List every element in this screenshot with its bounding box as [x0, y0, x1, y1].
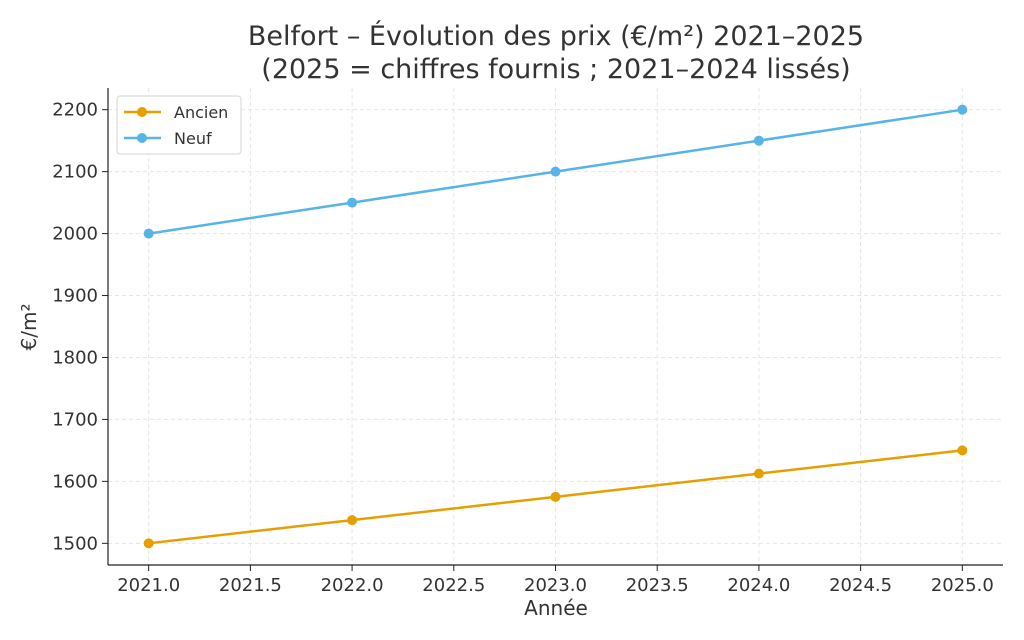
chart-title: Belfort – Évolution des prix (€/m²) 2021… — [248, 20, 864, 52]
data-point-ancien — [957, 445, 968, 456]
data-point-ancien — [550, 491, 561, 502]
y-axis-label: €/m² — [17, 304, 41, 351]
data-point-neuf — [143, 228, 154, 239]
x-tick-label: 2024.5 — [829, 575, 892, 596]
y-tick-label: 1900 — [52, 286, 98, 307]
data-point-neuf — [753, 135, 764, 146]
grid — [108, 88, 1003, 565]
y-tick-label: 1700 — [52, 409, 98, 430]
data-point-ancien — [347, 515, 358, 526]
data-point-neuf — [550, 166, 561, 177]
chart-subtitle: (2025 = chiffres fournis ; 2021–2024 lis… — [261, 54, 850, 85]
x-tick-label: 2021.5 — [219, 575, 282, 596]
x-tick-label: 2024.0 — [727, 575, 790, 596]
x-axis-label: Année — [524, 596, 588, 620]
y-tick-label: 2100 — [52, 162, 98, 183]
x-tick-label: 2022.0 — [321, 575, 384, 596]
data-point-ancien — [143, 538, 154, 549]
y-tick-label: 2000 — [52, 224, 98, 245]
axes: 2021.0 2021.5 2022.0 2022.5 2023.0 2023.5 2024… — [52, 88, 1003, 596]
y-tick-label: 1600 — [52, 471, 98, 492]
x-tick-label: 2023.0 — [524, 575, 587, 596]
y-tick-label: 2200 — [52, 100, 98, 121]
x-tick-label: 2021.0 — [117, 575, 180, 596]
series-group — [143, 104, 968, 549]
data-point-neuf — [347, 197, 358, 208]
x-tick-label: 2023.5 — [626, 575, 689, 596]
y-tick-label: 1800 — [52, 347, 98, 368]
legend: Ancien Neuf — [116, 95, 242, 155]
legend-swatch-marker — [137, 133, 147, 143]
legend-swatch-marker — [137, 107, 147, 117]
x-tick-label: 2022.5 — [422, 575, 485, 596]
data-point-neuf — [957, 104, 968, 115]
legend-box — [116, 95, 242, 155]
x-tick-label: 2025.0 — [931, 575, 994, 596]
legend-label: Ancien — [174, 103, 228, 122]
legend-label: Neuf — [174, 129, 212, 148]
y-tick-label: 1500 — [52, 533, 98, 554]
data-point-ancien — [753, 468, 764, 479]
